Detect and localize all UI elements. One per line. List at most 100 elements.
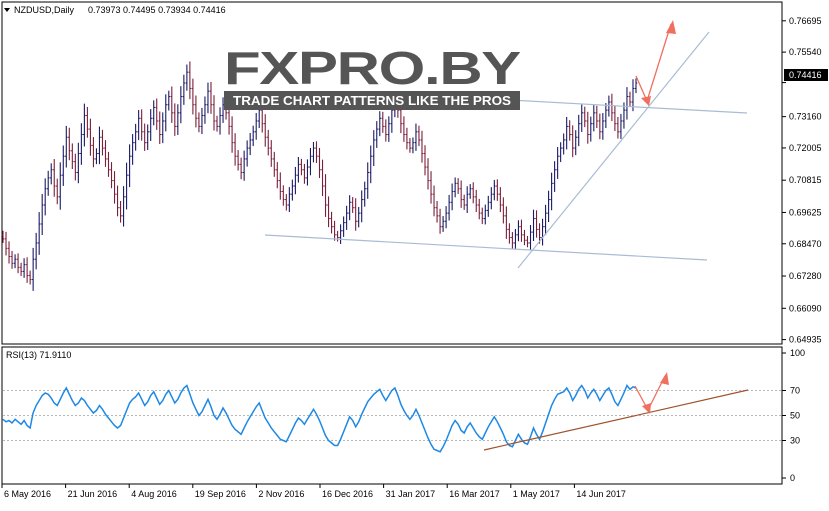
- price-bar: [556, 147, 559, 179]
- price-bar: [16, 253, 20, 274]
- price-bar: [218, 107, 222, 135]
- price-bar: [167, 90, 171, 111]
- price-bar: [411, 137, 415, 154]
- price-tick-label: 0.72005: [789, 143, 822, 153]
- price-bar: [161, 112, 165, 144]
- price-bar: [19, 262, 23, 277]
- price-bar: [110, 162, 113, 189]
- price-bar: [447, 194, 451, 221]
- price-bar: [140, 109, 143, 141]
- price-tick-label: 0.70815: [789, 175, 822, 185]
- price-bar: [435, 200, 439, 223]
- price-tick-label: 0.75540: [789, 47, 822, 57]
- price-bar: [571, 125, 574, 158]
- price-bar: [408, 138, 412, 153]
- price-tick-label: 0.73160: [789, 112, 822, 122]
- price-tick-label: 0.64935: [789, 335, 822, 345]
- rsi-level-label: 0: [790, 473, 795, 483]
- trendline-rising: [517, 31, 710, 269]
- price-bar: [155, 98, 159, 130]
- price-bar: [176, 104, 180, 135]
- rsi-level-label: 100: [790, 348, 805, 358]
- price-bar: [333, 220, 336, 241]
- price-bar: [402, 116, 406, 142]
- price-bar: [405, 127, 409, 150]
- price-bar: [77, 142, 80, 184]
- price-bar: [83, 103, 86, 147]
- price-bar: [34, 232, 38, 270]
- price-bar: [384, 119, 388, 142]
- price-bar: [22, 258, 26, 278]
- price-bar: [52, 159, 56, 197]
- price-bar: [363, 181, 367, 207]
- price-bar: [134, 123, 137, 151]
- price-bar: [312, 141, 315, 163]
- price-bar: [444, 206, 448, 229]
- price-bar: [559, 142, 562, 163]
- time-tick-label: 19 Sep 2016: [195, 489, 246, 499]
- arrowhead-up: [666, 20, 676, 34]
- price-bar: [529, 225, 532, 251]
- price-bar: [535, 210, 538, 238]
- price-bar: [13, 254, 17, 269]
- price-bar: [315, 141, 318, 163]
- price-bar: [417, 125, 421, 147]
- price-bar: [74, 153, 77, 181]
- price-tick-label: 0.76695: [789, 16, 822, 26]
- time-tick-label: 16 Dec 2016: [322, 489, 373, 499]
- price-bar: [514, 228, 517, 249]
- price-bar: [279, 172, 282, 200]
- price-bar: [55, 178, 59, 205]
- price-bar: [4, 231, 8, 256]
- price-bar: [209, 81, 213, 114]
- price-bar: [357, 206, 360, 228]
- price-bar: [625, 87, 629, 120]
- price-bar: [173, 103, 177, 136]
- price-bar: [239, 157, 243, 180]
- price-bar: [164, 94, 168, 132]
- price-bar: [562, 133, 565, 155]
- price-bar: [89, 118, 92, 156]
- price-bar: [520, 219, 523, 242]
- time-axis: 6 May 2016 21 Jun 2016 4 Aug 2016 19 Sep 20…: [1, 484, 626, 499]
- price-bar: [46, 170, 50, 196]
- price-bar: [480, 207, 484, 225]
- time-tick-label: 31 Jan 2017: [386, 489, 436, 499]
- price-bar: [282, 185, 285, 206]
- price-bar: [318, 147, 321, 179]
- trendline-lower: [264, 234, 708, 261]
- price-bar: [131, 134, 134, 165]
- rsi-trendline: [483, 389, 749, 451]
- time-tick-label: 21 Jun 2016: [68, 489, 118, 499]
- rsi-arrowhead-up: [660, 372, 669, 385]
- price-bar: [182, 74, 186, 105]
- price-bar: [631, 79, 635, 112]
- price-bar: [453, 177, 457, 198]
- price-bar: [414, 123, 418, 151]
- price-bar: [327, 196, 330, 228]
- price-bar: [330, 211, 333, 234]
- rsi-header: RSI(13) 71.9110: [6, 350, 71, 360]
- price-bar: [348, 195, 351, 221]
- price-bar: [306, 159, 309, 186]
- price-bar: [215, 115, 219, 132]
- price-bar: [285, 194, 288, 211]
- price-bar: [104, 140, 107, 167]
- ohlc-label: 0.73973 0.74495 0.73934 0.74416: [88, 5, 226, 15]
- price-bar: [610, 93, 614, 122]
- price-bar: [456, 178, 460, 194]
- price-bar: [191, 78, 195, 115]
- price-bar: [526, 235, 529, 248]
- price-bar: [31, 247, 35, 291]
- price-bar: [336, 230, 339, 242]
- time-tick-label: 1 May 2017: [513, 489, 560, 499]
- price-bar: [505, 206, 508, 239]
- chevron-down-icon[interactable]: [4, 8, 10, 12]
- rsi-line: [2, 384, 637, 453]
- time-tick-label: 4 Aug 2016: [131, 489, 177, 499]
- price-bar: [450, 183, 454, 211]
- price-bar: [107, 151, 110, 177]
- price-bar: [197, 112, 201, 133]
- logo-tagline: TRADE CHART PATTERNS LIKE THE PROS: [233, 93, 511, 108]
- price-bar: [25, 257, 29, 283]
